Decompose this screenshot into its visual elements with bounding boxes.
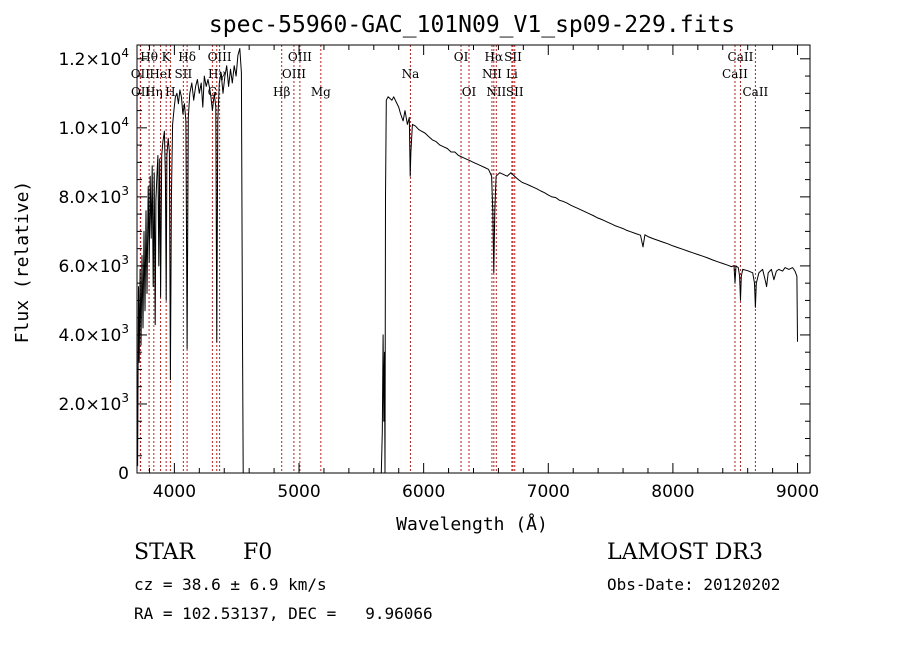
- spectral-line-label: OIII: [282, 67, 306, 81]
- spectral-line-label: Hη: [145, 85, 163, 99]
- x-tick-label: 4000: [153, 482, 196, 502]
- redshift-velocity: cz = 38.6 ± 6.9 km/s: [134, 575, 327, 594]
- flux-line-segment: [137, 48, 244, 474]
- x-tick-label: 5000: [277, 482, 320, 502]
- spectral-line-label: OII: [131, 85, 151, 99]
- y-tick-label: 1.2×104: [58, 46, 129, 70]
- y-axis-label: Flux (relative): [12, 181, 33, 344]
- spectral-line-label: OIII: [288, 50, 312, 64]
- flux-line-segment: [380, 96, 798, 474]
- spectral-line-label: OI: [454, 50, 469, 64]
- y-tick-label: 2.0×103: [58, 391, 129, 415]
- spectral-line-label: Hδ: [178, 50, 196, 64]
- survey-name: LAMOST DR3: [607, 540, 763, 565]
- spectral-line-label: Li: [506, 67, 518, 81]
- x-axis-label: Wavelength (Å): [396, 513, 548, 535]
- spectral-line-label: OIII: [208, 50, 232, 64]
- x-tick-label: 7000: [527, 482, 570, 502]
- spectral-line-label: OI: [462, 85, 477, 99]
- y-tick-label: 4.0×103: [58, 322, 129, 346]
- spectral-line-label: OII: [131, 67, 151, 81]
- spectral-line-label: NII: [482, 67, 502, 81]
- y-tick-label: 6.0×103: [58, 253, 129, 277]
- spectral-line-label: SII: [506, 85, 524, 99]
- spectral-line-label: Na: [402, 67, 420, 81]
- spectral-line-label: CaII: [742, 85, 768, 99]
- spectral-line-label: SII: [175, 67, 193, 81]
- spectral-line-label: CaII: [728, 50, 754, 64]
- x-tick-label: 9000: [776, 482, 819, 502]
- x-axis-ticks: 4000 5000 6000 7000 8000 9000: [148, 45, 819, 502]
- y-tick-label: 1.0×104: [58, 115, 129, 139]
- y-tick-label: 0: [118, 464, 129, 484]
- spectral-line-label: HeI: [149, 67, 172, 81]
- ra-dec-coordinates: RA = 102.53137, DEC = 9.96066: [134, 604, 433, 623]
- spectral-line-label: Mg: [311, 85, 331, 99]
- spectral-line-label: Hβ: [273, 85, 290, 99]
- object-class: STAR: [134, 540, 195, 565]
- spectral-line-label: NII: [486, 85, 506, 99]
- spectral-line-label: K: [162, 50, 172, 64]
- spectral-line-label: Hθ: [140, 50, 158, 64]
- spectral-line-label: H: [165, 85, 175, 99]
- object-subclass: F0: [243, 540, 273, 565]
- x-tick-label: 6000: [402, 482, 445, 502]
- x-tick-label: 8000: [651, 482, 694, 502]
- plot-title: spec-55960-GAC_101N09_V1_sp09-229.fits: [209, 12, 735, 38]
- spectral-line-label: SII: [504, 50, 522, 64]
- spectral-line-label: Hα: [485, 50, 504, 64]
- spectral-line-label: CaII: [722, 67, 748, 81]
- flux-series: [137, 48, 798, 474]
- observation-date: Obs-Date: 20120202: [607, 575, 781, 594]
- spectral-line-label: G: [208, 85, 218, 99]
- spectral-line-label: Hγ: [208, 67, 226, 81]
- y-axis-ticks: 0 2.0×103 4.0×103 6.0×103 8.0×103 1.0×104 1.2×…: [58, 46, 810, 484]
- y-tick-label: 8.0×103: [58, 184, 129, 208]
- spectral-line-markers: [139, 45, 756, 473]
